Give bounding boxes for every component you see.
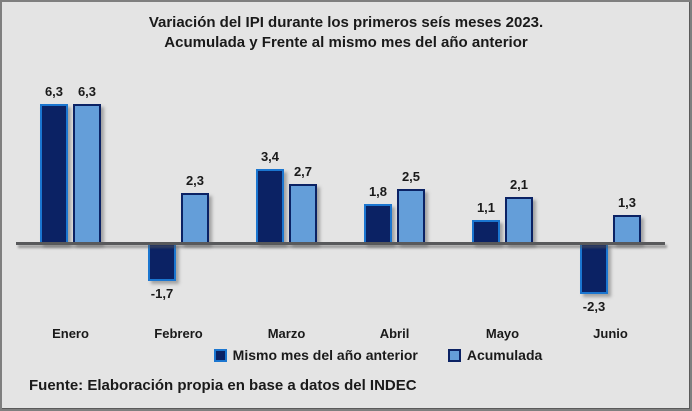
bar-acumulada-enero: [73, 104, 101, 244]
value-label-acumulada-enero: 6,3: [77, 84, 97, 100]
value-label-acumulada-mayo: 2,1: [509, 177, 529, 193]
x-axis-label-mayo: Mayo: [485, 326, 520, 341]
bar-mismo-mes-abril: [364, 204, 392, 244]
zero-axis-line: [16, 242, 665, 245]
legend-label: Acumulada: [466, 347, 543, 363]
value-label-mismo-mes-enero: 6,3: [44, 84, 64, 100]
value-label-mismo-mes-marzo: 3,4: [260, 148, 280, 164]
value-label-acumulada-marzo: 2,7: [293, 164, 313, 180]
x-axis-label-junio: Junio: [593, 326, 628, 341]
x-axis-label-marzo: Marzo: [267, 326, 306, 341]
source-note: Fuente: Elaboración propia en base a dat…: [29, 377, 417, 394]
value-label-mismo-mes-junio: -2,3: [582, 299, 606, 315]
bar-acumulada-junio: [613, 215, 641, 244]
chart-title: Variación del IPI durante los primeros s…: [2, 13, 690, 53]
value-label-mismo-mes-mayo: 1,1: [476, 199, 496, 215]
legend: Mismo mes del año anterior Acumulada: [34, 347, 690, 363]
bar-mismo-mes-junio: [580, 243, 608, 295]
value-label-acumulada-abril: 2,5: [401, 168, 421, 184]
x-axis-label-febrero: Febrero: [154, 326, 203, 341]
legend-marker-icon: [213, 348, 227, 362]
bar-mismo-mes-marzo: [256, 168, 284, 244]
bar-acumulada-febrero: [181, 192, 209, 244]
legend-marker-icon: [447, 348, 461, 362]
value-label-acumulada-junio: 1,3: [617, 195, 637, 211]
legend-label: Mismo mes del año anterior: [232, 347, 418, 363]
x-axis-label-abril: Abril: [379, 326, 410, 341]
legend-item-acumulada: Acumulada: [447, 347, 543, 363]
bar-mismo-mes-mayo: [472, 219, 500, 244]
x-axis-label-enero: Enero: [52, 326, 89, 341]
bar-mismo-mes-febrero: [148, 243, 176, 281]
chart-title-line2: Acumulada y Frente al mismo mes del año …: [164, 34, 528, 51]
bar-acumulada-abril: [397, 188, 425, 244]
chart-title-line1: Variación del IPI durante los primeros s…: [148, 14, 544, 31]
legend-item-mismo-mes: Mismo mes del año anterior: [213, 347, 418, 363]
bar-mismo-mes-enero: [40, 104, 68, 244]
bar-acumulada-marzo: [289, 184, 317, 244]
value-label-mismo-mes-abril: 1,8: [368, 184, 388, 200]
value-label-acumulada-febrero: 2,3: [185, 172, 205, 188]
value-label-mismo-mes-febrero: -1,7: [150, 285, 174, 301]
